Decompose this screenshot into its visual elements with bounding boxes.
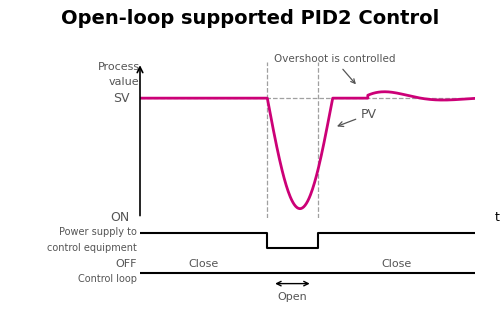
Text: ON: ON	[110, 211, 130, 224]
Text: Open-loop supported PID2 Control: Open-loop supported PID2 Control	[61, 9, 439, 28]
Text: Overshoot is controlled: Overshoot is controlled	[274, 54, 395, 83]
Text: Control loop: Control loop	[78, 274, 136, 284]
Text: SV: SV	[114, 92, 130, 105]
Text: value: value	[109, 77, 140, 87]
Text: Power supply to: Power supply to	[59, 227, 136, 237]
Text: control equipment: control equipment	[47, 243, 136, 253]
Text: Process: Process	[98, 62, 140, 72]
Text: Close: Close	[188, 259, 219, 269]
Text: PV: PV	[338, 108, 377, 126]
Text: Open: Open	[278, 292, 308, 302]
Text: t: t	[495, 211, 500, 224]
Text: OFF: OFF	[115, 259, 136, 269]
Text: Close: Close	[381, 259, 412, 269]
